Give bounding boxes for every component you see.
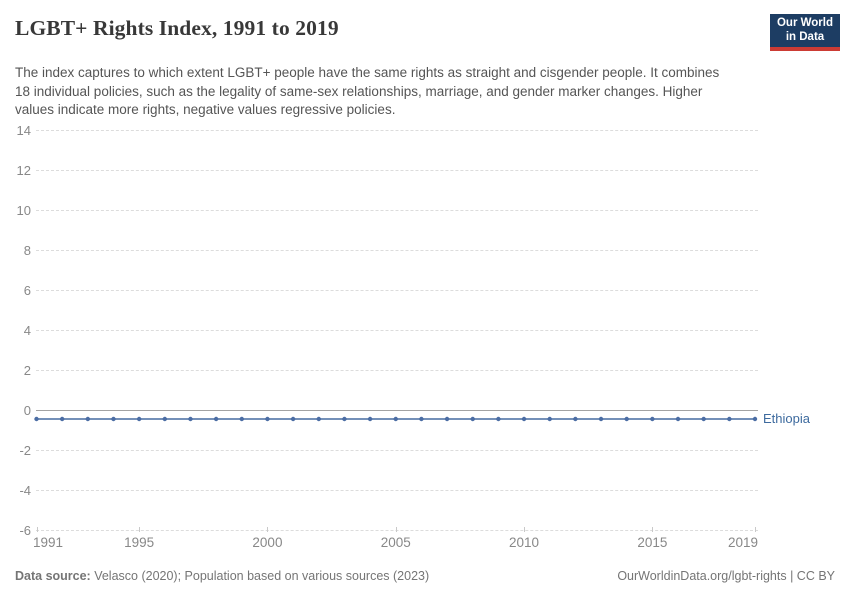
data-point-marker — [675, 416, 681, 422]
x-axis-tick-label: 2000 — [252, 535, 283, 550]
data-point-marker — [188, 416, 193, 422]
y-axis-tick-label: 14 — [16, 122, 31, 138]
gridline — [36, 249, 758, 251]
y-axis-tick-label: 12 — [16, 162, 31, 178]
zero-gridline — [36, 409, 758, 411]
x-axis-tick — [139, 527, 141, 532]
x-axis-tick-label: 1995 — [124, 535, 155, 550]
gridline — [36, 529, 758, 531]
x-axis-tick-label: 2005 — [380, 535, 411, 550]
data-source-note: Data source: Velasco (2020); Population … — [15, 569, 429, 583]
data-point-marker — [496, 416, 501, 422]
x-axis-tick — [652, 527, 654, 532]
x-axis-tick — [36, 527, 38, 532]
data-point-marker — [650, 416, 655, 422]
data-point-marker — [419, 416, 424, 422]
owid-logo-line2: in Data — [785, 30, 825, 43]
data-point-marker — [162, 416, 168, 422]
data-point-marker — [367, 416, 373, 422]
data-point-marker — [316, 416, 321, 422]
gridline — [36, 289, 758, 291]
data-source-label: Data source: — [15, 569, 91, 583]
y-axis-tick-label: 10 — [16, 202, 31, 218]
data-point-marker — [136, 416, 142, 422]
data-point-marker — [573, 416, 578, 422]
x-axis-tick-label: 2015 — [637, 535, 668, 550]
y-axis-tick-label: 4 — [23, 322, 31, 338]
data-point-marker — [213, 416, 219, 422]
x-axis-tick — [524, 527, 526, 532]
gridline — [36, 169, 758, 171]
gridline — [36, 449, 758, 451]
owid-logo-line1: Our World — [776, 17, 833, 29]
gridline — [36, 489, 758, 491]
y-axis-tick-label: -6 — [19, 522, 31, 538]
data-point-marker — [34, 416, 39, 422]
x-axis-tick — [267, 527, 269, 532]
chart-subtitle: The index captures to which extent LGBT+… — [15, 65, 720, 118]
gridline — [36, 129, 758, 131]
data-point-marker — [342, 416, 347, 422]
owid-url-link[interactable]: OurWorldinData.org/lgbt-rights | CC BY — [617, 569, 835, 583]
y-axis-tick-label: 0 — [23, 402, 31, 418]
gridline — [36, 209, 758, 211]
owid-logo: Our World in Data — [770, 14, 840, 51]
data-point-marker — [521, 416, 527, 422]
data-point-marker — [752, 416, 758, 422]
data-point-marker — [444, 416, 450, 422]
data-point-marker — [239, 416, 244, 422]
y-axis-tick-label: -2 — [19, 442, 31, 458]
x-axis-tick-label: 1991 — [33, 535, 64, 550]
data-point-marker — [727, 416, 732, 422]
data-point-marker — [393, 416, 398, 422]
y-axis-tick-label: 2 — [23, 362, 31, 378]
data-point-marker — [111, 416, 116, 422]
x-axis-tick-label: 2019 — [727, 535, 758, 550]
data-point-marker — [85, 416, 91, 422]
x-axis-tick-label: 2010 — [509, 535, 540, 550]
data-source-text: Velasco (2020); Population based on vari… — [90, 569, 430, 583]
data-point-marker — [470, 416, 475, 422]
y-axis-tick-label: -4 — [19, 482, 31, 498]
chart-title: LGBT+ Rights Index, 1991 to 2019 — [15, 16, 339, 40]
data-point-marker — [624, 416, 629, 422]
gridline — [36, 329, 758, 331]
data-point-marker — [265, 416, 270, 422]
data-point-marker — [547, 416, 552, 422]
data-point-marker — [598, 416, 604, 422]
x-axis-tick — [395, 527, 397, 532]
x-axis-tick — [755, 527, 756, 532]
y-axis-tick-label: 8 — [23, 242, 31, 258]
gridline — [36, 369, 758, 371]
data-point-marker — [59, 416, 65, 422]
data-point-marker — [290, 416, 296, 422]
series-label-ethiopia[interactable]: Ethiopia — [763, 411, 810, 426]
y-axis-tick-label: 6 — [23, 282, 31, 298]
data-point-marker — [701, 416, 706, 422]
